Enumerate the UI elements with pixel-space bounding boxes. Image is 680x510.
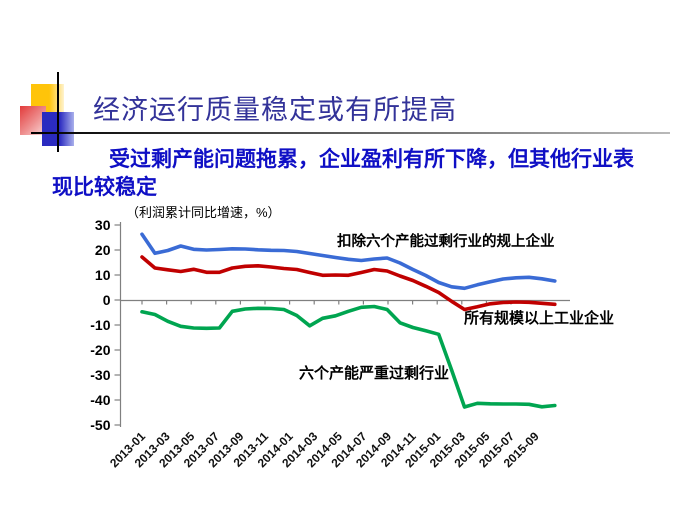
y-tick-label: 0 [103,292,111,308]
y-tick-label: 30 [95,217,111,233]
series-label-excluding-overcapacity: 扣除六个产能过剩行业的规上企业 [337,234,555,250]
series-line-2 [140,304,557,409]
chart-unit-note: （利润累计同比增速，%） [126,205,281,220]
y-tick-label: -40 [90,392,110,408]
series-line-1 [140,255,557,312]
slide-title: 经济运行质量稳定或有所提高 [93,95,457,125]
series-label-all-industrial: 所有规模以上工业企业 [464,311,615,327]
y-tick-label: -50 [90,417,110,433]
y-tick-label: -10 [90,317,110,333]
title-underline [31,132,670,134]
y-tick-label: 20 [95,242,111,258]
slide-subtitle: 受过剩产能问题拖累，企业盈利有所下降，但其他行业表现比较稳定 [52,148,634,199]
deco-red-square [20,106,46,135]
deco-vertical-line [57,72,59,152]
y-tick-label: 10 [95,267,111,283]
series-line-0 [140,232,557,291]
y-tick-label: -30 [90,367,110,383]
y-tick-label: -20 [90,342,110,358]
series-label-six-overcapacity: 六个产能严重过剩行业 [299,366,450,382]
